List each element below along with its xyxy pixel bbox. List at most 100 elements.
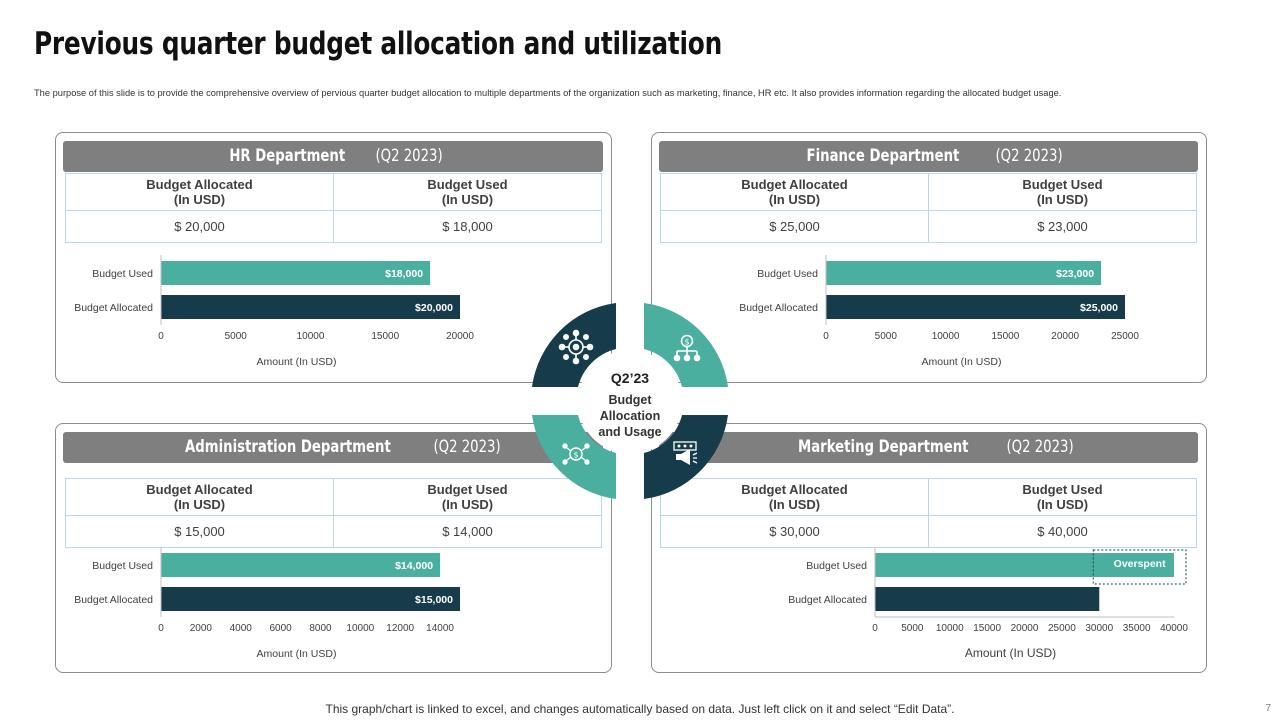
- bar: [875, 587, 1100, 611]
- tick-label: 14000: [426, 623, 454, 634]
- used-header: Budget Used (In USD): [928, 173, 1197, 211]
- tick-label: 5000: [901, 623, 924, 634]
- tick-label: 5000: [225, 331, 248, 342]
- bar: [161, 553, 441, 577]
- footer-note: This graph/chart is linked to excel, and…: [325, 702, 955, 716]
- bar: [826, 295, 1125, 319]
- category-label: Budget Used: [92, 268, 153, 280]
- tick-label: 0: [872, 623, 878, 634]
- tick-label: 10000: [346, 623, 374, 634]
- tick-label: 20000: [1011, 623, 1039, 634]
- x-axis-title: Amount (In USD): [965, 646, 1056, 660]
- used-value: $ 18,000: [333, 210, 602, 243]
- category-label: Budget Allocated: [74, 594, 153, 606]
- used-value: $ 14,000: [333, 515, 602, 548]
- x-axis-title: Amount (In USD): [257, 356, 337, 368]
- dept-period: (Q2 2023): [375, 146, 444, 166]
- finance-header: Finance Department (Q2 2023): [659, 141, 1198, 172]
- hr-bar-chart[interactable]: Budget Used $18,000 Budget Allocated $20,00…: [56, 255, 611, 375]
- allocated-header: Budget Allocated (In USD): [660, 173, 929, 211]
- page-number: 7: [1265, 703, 1271, 714]
- data-label: $25,000: [1080, 302, 1118, 314]
- tick-label: 10000: [936, 623, 964, 634]
- tick-label: 8000: [309, 623, 332, 634]
- tick-label: 10000: [297, 331, 325, 342]
- dept-name: HR Department: [229, 146, 346, 166]
- used-header: Budget Used (In USD): [928, 478, 1197, 516]
- used-header: Budget Used (In USD): [333, 173, 602, 211]
- allocated-value: $ 15,000: [65, 515, 334, 548]
- dept-period: (Q2 2023): [1006, 437, 1074, 457]
- budget-table: Budget Allocated (In USD) Budget Used (In …: [660, 478, 1197, 548]
- tick-label: 20000: [1051, 331, 1079, 342]
- svg-text:$: $: [573, 451, 578, 460]
- budget-table: Budget Allocated (In USD) Budget Used (In …: [660, 173, 1197, 243]
- tick-label: 15000: [371, 331, 399, 342]
- hub-caption: Budget Allocation and Usage: [598, 393, 662, 439]
- tick-label: 6000: [269, 623, 292, 634]
- slide-title: Previous quarter budget allocation and u…: [34, 26, 723, 62]
- marketing-header: Marketing Department (Q2 2023): [659, 432, 1198, 463]
- allocated-value: $ 30,000: [660, 515, 929, 548]
- tick-label: 4000: [230, 623, 253, 634]
- tick-label: 25000: [1111, 331, 1139, 342]
- administration-header: Administration Department (Q2 2023): [63, 432, 603, 463]
- allocated-header: Budget Allocated (In USD): [660, 478, 929, 516]
- administration-panel[interactable]: Administration Department (Q2 2023) Budg…: [55, 423, 612, 673]
- hr-panel[interactable]: HR Department (Q2 2023) Budget Allocated…: [55, 132, 612, 383]
- team-money-icon: $: [562, 443, 590, 465]
- allocated-value: $ 25,000: [660, 210, 929, 243]
- administration-bar-chart[interactable]: Budget Used $14,000 Budget Allocated $15,00…: [56, 547, 611, 667]
- data-label: $18,000: [385, 268, 423, 280]
- tick-label: 0: [158, 331, 164, 342]
- hr-header: HR Department (Q2 2023): [63, 141, 603, 172]
- megaphone-icon: [673, 441, 698, 465]
- budget-table: Budget Allocated (In USD) Budget Used (In …: [65, 173, 602, 243]
- marketing-bar-chart[interactable]: Budget Used Budget Allocated 0 5000 10000 150…: [652, 547, 1206, 667]
- finance-panel[interactable]: Finance Department (Q2 2023) Budget Allo…: [651, 132, 1207, 383]
- tick-label: 40000: [1160, 623, 1188, 634]
- bar: [826, 261, 1102, 285]
- category-label: Budget Used: [92, 560, 153, 572]
- bar: [161, 261, 431, 285]
- marketing-panel[interactable]: Marketing Department (Q2 2023) Budget Al…: [651, 423, 1207, 673]
- network-gear-icon: [558, 329, 594, 365]
- tick-label: 15000: [973, 623, 1001, 634]
- category-label: Budget Used: [806, 560, 867, 572]
- tick-label: 0: [823, 331, 829, 342]
- finance-bar-chart[interactable]: Budget Used $23,000 Budget Allocated $25,00…: [652, 255, 1206, 375]
- overspent-label: Overspent: [1114, 558, 1166, 570]
- center-hub: $ $: [532, 303, 728, 499]
- tick-label: 35000: [1123, 623, 1151, 634]
- used-value: $ 23,000: [928, 210, 1197, 243]
- dept-name: Administration Department: [184, 437, 391, 457]
- svg-text:$: $: [684, 338, 689, 347]
- x-axis-title: Amount (In USD): [922, 356, 1002, 368]
- hub-quarter: Q2’23: [610, 370, 650, 386]
- tick-label: 2000: [190, 623, 213, 634]
- dept-period: (Q2 2023): [433, 437, 501, 457]
- tick-label: 25000: [1048, 623, 1076, 634]
- bar: [875, 553, 1174, 577]
- tick-label: 12000: [386, 623, 414, 634]
- tick-label: 20000: [446, 331, 474, 342]
- dept-period: (Q2 2023): [995, 146, 1063, 166]
- slide-subtitle: The purpose of this slide is to provide …: [34, 88, 1062, 98]
- money-hierarchy-icon: $: [673, 334, 701, 362]
- category-label: Budget Used: [757, 268, 818, 280]
- x-axis-title: Amount (In USD): [257, 648, 337, 660]
- category-label: Budget Allocated: [788, 594, 867, 606]
- used-value: $ 40,000: [928, 515, 1197, 548]
- hub-quadrant-bottom-left: [532, 415, 616, 499]
- data-label: $15,000: [415, 594, 453, 606]
- tick-label: 5000: [875, 331, 898, 342]
- bar: [161, 587, 460, 611]
- hub-quadrant-top-right: [644, 303, 728, 387]
- data-label: $20,000: [415, 302, 453, 314]
- data-label: $23,000: [1056, 268, 1094, 280]
- tick-label: 10000: [932, 331, 960, 342]
- hub-center-label: Q2’23 Budget Allocation and Usage: [578, 350, 682, 454]
- tick-label: 30000: [1085, 623, 1113, 634]
- tick-label: 15000: [991, 331, 1019, 342]
- overspent-box: [1092, 549, 1187, 585]
